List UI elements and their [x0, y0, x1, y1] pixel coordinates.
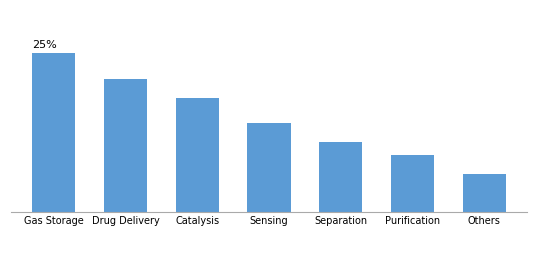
Bar	[247, 123, 291, 212]
Text: 25%: 25%	[32, 40, 57, 50]
Bar	[319, 142, 362, 212]
Bar	[104, 79, 147, 212]
Bar	[463, 174, 506, 212]
Bar	[391, 155, 434, 212]
Bar	[176, 98, 219, 212]
Bar	[32, 54, 75, 212]
